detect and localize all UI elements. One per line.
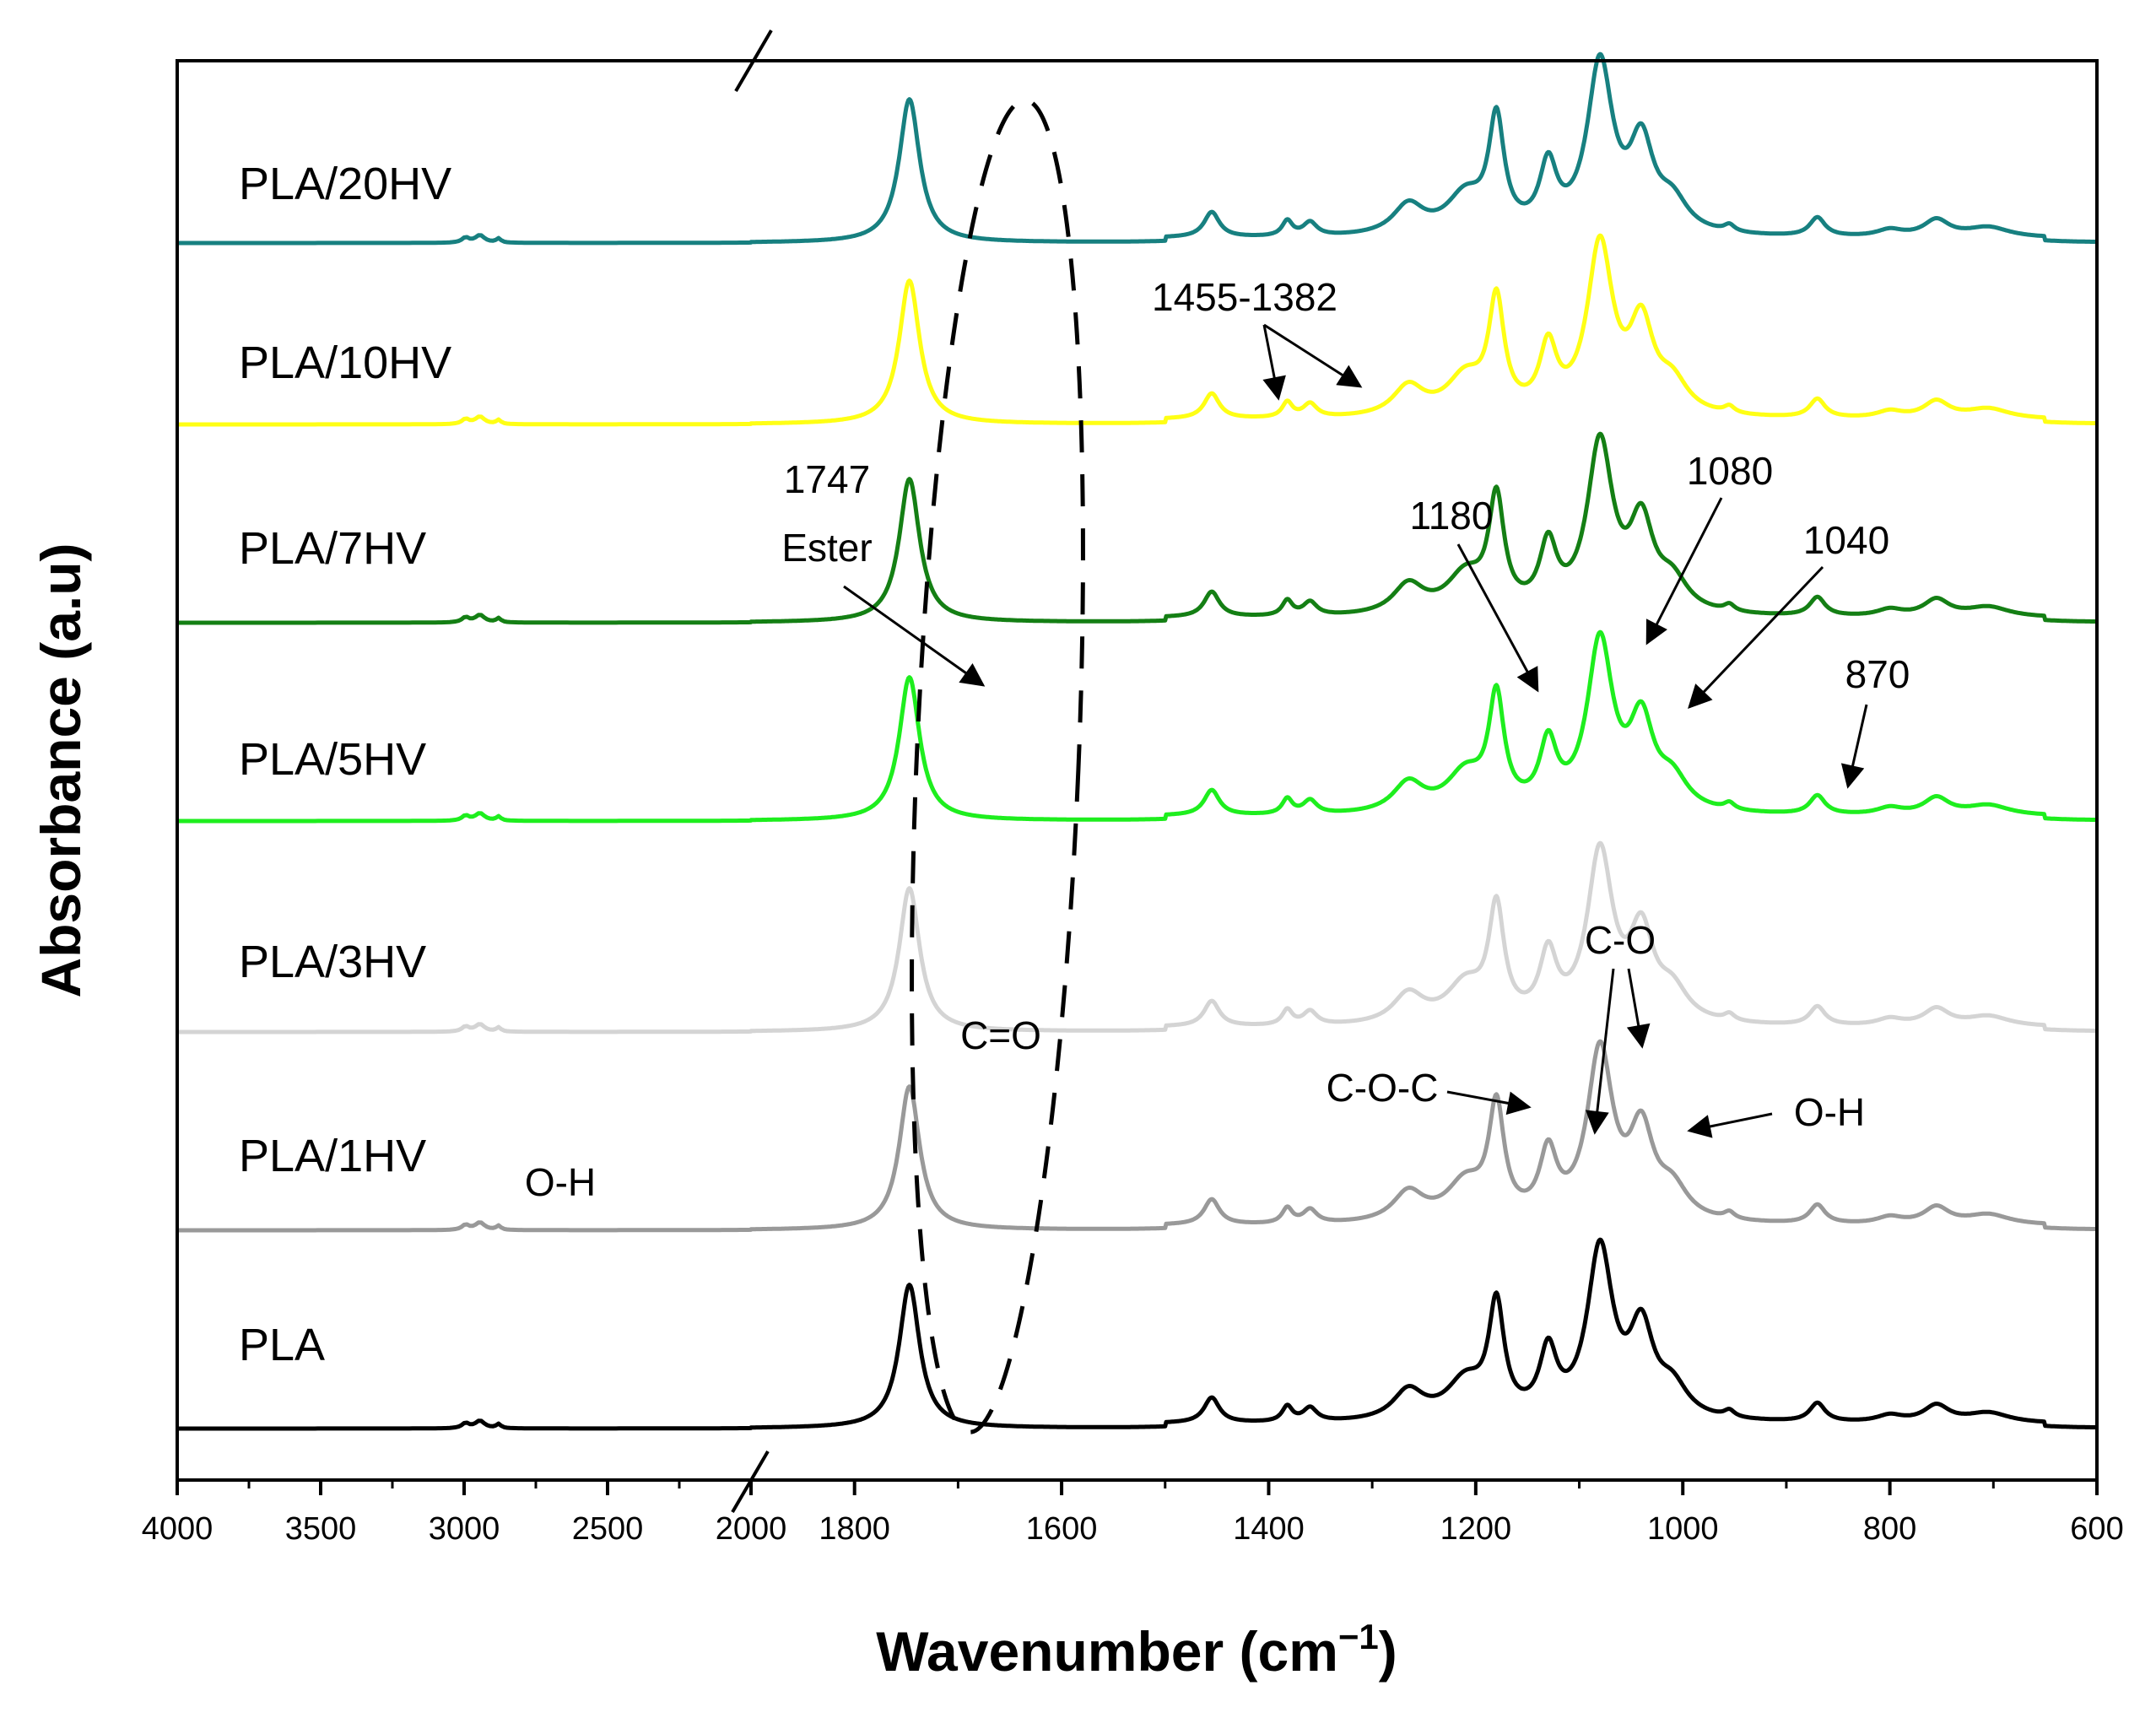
x-tick-label: 3500 bbox=[285, 1511, 357, 1547]
annotation-870: 870 bbox=[1840, 652, 1910, 789]
x-tick-label: 1600 bbox=[1026, 1511, 1098, 1547]
annotation-1040: 1040 bbox=[1688, 518, 1889, 710]
series-label-pla10hv: PLA/10HV bbox=[239, 338, 451, 388]
series-label-pla3hv: PLA/3HV bbox=[239, 937, 426, 987]
annotation-1180: 1180 bbox=[1410, 494, 1539, 693]
series-line-pla1hv bbox=[177, 1039, 2099, 1233]
plot-frame bbox=[176, 59, 2099, 1482]
annotation-1080: 1080 bbox=[1645, 449, 1773, 646]
x-tick-label: 3000 bbox=[429, 1511, 500, 1547]
annotation-oh-right: O-H bbox=[1687, 1090, 1865, 1138]
annotation-1180-arrow bbox=[1456, 543, 1539, 693]
x-tick-label: 2500 bbox=[572, 1511, 644, 1547]
series-line-pla7hv bbox=[177, 431, 2099, 625]
annotation-oh-right-label: O-H bbox=[1794, 1090, 1865, 1134]
x-tick-label: 1200 bbox=[1440, 1511, 1512, 1547]
y-axis-title: Absorbance (a.u) bbox=[30, 543, 92, 997]
annotation-1080-arrow bbox=[1645, 497, 1723, 646]
x-tick-label: 1400 bbox=[1233, 1511, 1305, 1547]
annotation-1747-value: 1747 bbox=[784, 457, 870, 501]
x-axis-ticks bbox=[176, 1480, 2099, 1495]
x-axis-tick-labels: 4000 3500 3000 2500 2000 1800 1600 1400 1200 1000… bbox=[142, 1511, 2124, 1547]
annotation-870-arrow bbox=[1840, 704, 1868, 789]
x-tick-label: 4000 bbox=[142, 1511, 213, 1547]
series-line-pla10hv bbox=[177, 233, 2099, 427]
annotation-carbonyl: C=O bbox=[960, 1013, 1041, 1057]
x-tick-label: 1800 bbox=[819, 1511, 890, 1547]
x-tick-label: 800 bbox=[1863, 1511, 1916, 1547]
annotation-co-arrow-left bbox=[1585, 968, 1615, 1135]
annotation-1080-label: 1080 bbox=[1687, 449, 1773, 493]
annotation-1747: 1747 Ester bbox=[781, 457, 986, 687]
annotation-oh-left: O-H bbox=[525, 1160, 596, 1204]
annotation-oh-right-arrow bbox=[1687, 1112, 1773, 1138]
annotation-co: C-O bbox=[1585, 918, 1656, 1135]
annotation-coc-arrow bbox=[1446, 1090, 1532, 1116]
series-line-pla3hv bbox=[177, 840, 2099, 1035]
series-line-pla5hv bbox=[177, 629, 2099, 824]
series-line-pla20hv bbox=[177, 51, 2099, 246]
annotation-co-arrow-right bbox=[1626, 968, 1651, 1049]
x-axis-title-main: Wavenumber (cm bbox=[876, 1620, 1338, 1683]
x-axis-title-close: ) bbox=[1379, 1620, 1397, 1683]
annotation-co-label: C-O bbox=[1585, 918, 1656, 962]
carbonyl-highlight-ellipse bbox=[910, 98, 1085, 1434]
annotation-1180-label: 1180 bbox=[1410, 494, 1494, 538]
annotation-coc: C-O-C bbox=[1327, 1066, 1532, 1116]
x-tick-label: 600 bbox=[2070, 1511, 2123, 1547]
annotation-oh-left-label: O-H bbox=[525, 1160, 596, 1204]
annotation-1747-arrow bbox=[843, 585, 986, 687]
series-line-pla bbox=[177, 1237, 2099, 1431]
x-axis-title: Wavenumber (cm−1) bbox=[876, 1617, 1397, 1683]
x-axis-title-sup: −1 bbox=[1338, 1617, 1379, 1656]
series-label-pla5hv: PLA/5HV bbox=[239, 734, 426, 785]
x-tick-label: 1000 bbox=[1647, 1511, 1719, 1547]
series-label-pla20hv: PLA/20HV bbox=[239, 159, 451, 209]
series-label-pla1hv: PLA/1HV bbox=[239, 1131, 426, 1181]
annotation-1455-1382-label: 1455-1382 bbox=[1152, 275, 1337, 319]
annotation-1382-arrow bbox=[1263, 323, 1363, 388]
annotation-1040-label: 1040 bbox=[1803, 518, 1889, 562]
annotation-1040-arrow bbox=[1688, 565, 1824, 710]
annotation-1455-arrow bbox=[1262, 324, 1286, 401]
annotation-coc-label: C-O-C bbox=[1327, 1066, 1439, 1110]
x-tick-label: 2000 bbox=[716, 1511, 787, 1547]
series-layer bbox=[177, 51, 2099, 1431]
annotation-1455-1382: 1455-1382 bbox=[1152, 275, 1363, 401]
series-label-pla7hv: PLA/7HV bbox=[239, 523, 426, 574]
series-label-pla: PLA bbox=[239, 1320, 325, 1370]
axis-break-top bbox=[734, 29, 773, 93]
annotation-carbonyl-label: C=O bbox=[960, 1013, 1041, 1057]
annotation-ester-label: Ester bbox=[781, 526, 872, 570]
annotation-870-label: 870 bbox=[1845, 652, 1910, 696]
